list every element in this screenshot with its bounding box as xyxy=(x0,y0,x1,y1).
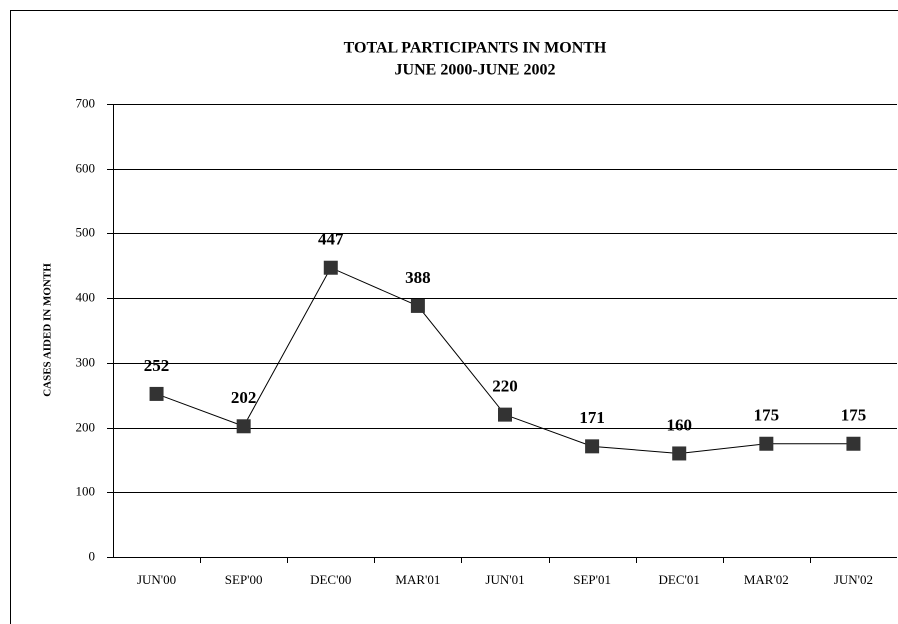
x-tick-label: DEC'01 xyxy=(659,572,700,587)
chart-title: TOTAL PARTICIPANTS IN MONTH xyxy=(344,40,607,57)
data-label: 202 xyxy=(231,388,257,407)
data-label: 175 xyxy=(841,406,867,425)
data-label: 252 xyxy=(144,356,170,375)
x-tick-label: JUN'02 xyxy=(834,572,873,587)
x-tick-label: DEC'00 xyxy=(310,572,351,587)
x-tick-label: JUN'00 xyxy=(137,572,176,587)
y-tick-label: 400 xyxy=(76,289,96,304)
marker xyxy=(410,298,425,313)
y-axis-label: CASES AIDED IN MONTH xyxy=(42,263,54,397)
chart-border xyxy=(10,10,898,624)
x-tick-label: JUN'01 xyxy=(485,572,524,587)
x-tick-label: SEP'00 xyxy=(225,572,263,587)
marker xyxy=(236,419,251,434)
data-label: 447 xyxy=(318,230,344,249)
marker xyxy=(149,386,164,401)
y-tick-label: 700 xyxy=(76,95,96,110)
chart-subtitle: JUNE 2000-JUNE 2002 xyxy=(395,62,556,79)
data-label: 388 xyxy=(405,268,431,287)
y-tick-label: 500 xyxy=(76,224,96,239)
marker xyxy=(846,436,861,451)
x-tick-label: MAR'01 xyxy=(395,572,440,587)
x-tick-label: SEP'01 xyxy=(573,572,611,587)
y-tick-label: 600 xyxy=(76,160,96,175)
marker xyxy=(585,439,600,454)
line xyxy=(156,267,854,454)
data-label: 160 xyxy=(666,415,692,434)
marker xyxy=(759,436,774,451)
marker xyxy=(323,260,338,275)
x-tick-label: MAR'02 xyxy=(744,572,789,587)
marker xyxy=(672,446,687,461)
y-tick-label: 300 xyxy=(76,354,96,369)
data-label: 175 xyxy=(754,406,780,425)
data-label: 171 xyxy=(579,408,605,427)
y-tick-label: 0 xyxy=(89,548,96,563)
y-tick-label: 200 xyxy=(76,419,96,434)
data-label: 220 xyxy=(492,377,518,396)
marker xyxy=(498,407,512,422)
y-tick-label: 100 xyxy=(76,483,96,498)
